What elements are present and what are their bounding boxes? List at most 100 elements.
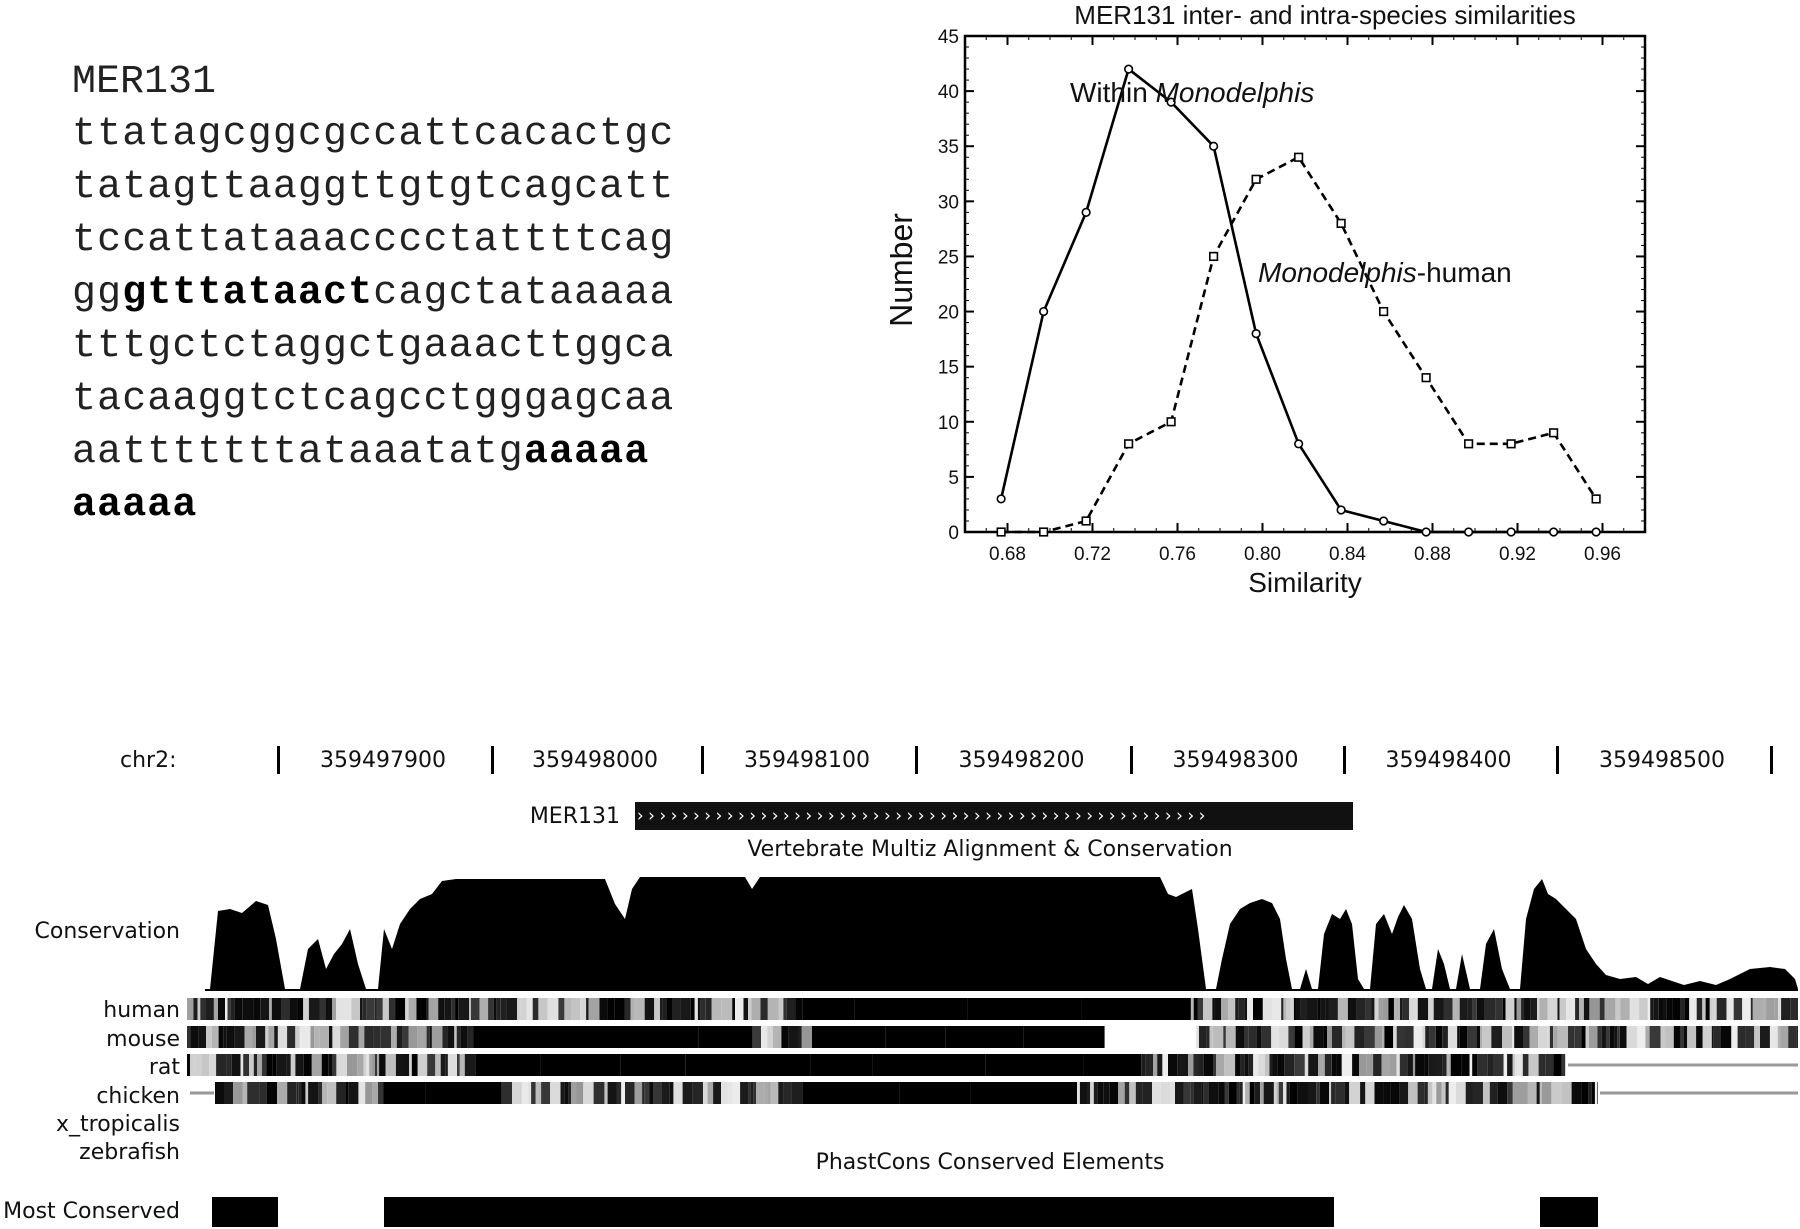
sequence-segment: tttgctctaggctgaaacttggca: [72, 324, 675, 369]
sequence-segment: tccattataaacccctattttcag: [72, 218, 675, 263]
ruler-tick: [1556, 746, 1559, 774]
species-label: mouse: [106, 1027, 180, 1052]
data-point: [1039, 306, 1049, 317]
data-point: [996, 527, 1006, 537]
data-point: [1506, 439, 1516, 449]
x-tick-label: 0.76: [1159, 544, 1196, 565]
sequence-line: gggtttataactcagctataaaaa: [72, 267, 712, 320]
data-point: [1464, 439, 1474, 449]
x-tick-label: 0.88: [1414, 544, 1451, 565]
series-line-0: [999, 66, 1597, 534]
data-point: [1421, 373, 1431, 383]
data-point: [1506, 527, 1516, 537]
sequence-line: tatagttaaggttgtgtcagcatt: [72, 161, 712, 214]
ruler-position-label: 359498300: [1172, 748, 1299, 773]
y-tick-label: 35: [938, 137, 959, 158]
chrom-label: chr2:: [120, 748, 177, 773]
species-alignment-tracks: [187, 998, 1798, 1104]
data-point: [1209, 141, 1219, 151]
conserved-element-block: [212, 1197, 278, 1227]
species-label: x_tropicalis: [55, 1112, 180, 1137]
ruler-position-label: 359498000: [532, 748, 658, 773]
series-label-part: -human: [1417, 257, 1512, 288]
species-alignment-row: [215, 1082, 1598, 1104]
data-point: [1251, 174, 1261, 184]
sequence-line: tacaaggtctcagcctgggagcaa: [72, 373, 712, 426]
y-tick-label: 15: [938, 358, 959, 379]
ruler-tick: [915, 746, 918, 774]
ruler-tick: [277, 746, 280, 774]
species-label: chicken: [96, 1084, 180, 1109]
sequence-bold-segment: gtttataact: [122, 271, 374, 316]
species-label: zebrafish: [79, 1140, 180, 1165]
multiz-track-title: Vertebrate Multiz Alignment & Conservati…: [747, 837, 1233, 862]
most-conserved-label: Most Conserved: [3, 1199, 180, 1224]
genome-browser-panel: chr2: 359497900 359498000 359498100 3594982…: [0, 730, 1800, 1229]
data-point: [1294, 439, 1304, 449]
y-tick-label: 45: [938, 27, 959, 48]
mer131-repeat-feature: ››››››››››››››››››››››››››››››››››››››››…: [635, 802, 1353, 830]
data-point: [1166, 417, 1176, 427]
y-tick-label: 20: [938, 303, 959, 324]
data-point: [1124, 64, 1134, 74]
y-tick-label: 40: [938, 82, 959, 103]
data-point: [996, 494, 1006, 504]
x-tick-label: 0.68: [989, 544, 1026, 565]
data-point: [1251, 329, 1261, 339]
y-tick-label: 10: [938, 413, 959, 434]
sequence-segment: cagctataaaaa: [373, 271, 675, 316]
data-point: [1336, 505, 1346, 515]
series-label-part: Within: [1070, 77, 1156, 108]
sequence-panel: MER131 ttatagcggcgccattcacactgc tatagttaa…: [72, 58, 712, 532]
data-point: [1379, 306, 1389, 317]
ruler-tick: [1343, 746, 1346, 774]
x-tick-label: 0.80: [1244, 544, 1281, 565]
sequence-line: aatttttttataaatatgaaaaa: [72, 426, 712, 479]
y-tick-label: 25: [938, 247, 959, 268]
x-tick-label: 0.84: [1329, 544, 1366, 565]
data-point: [1081, 207, 1091, 217]
data-point: [1379, 516, 1389, 526]
sequence-segment: gg: [72, 271, 123, 316]
data-point: [1421, 527, 1431, 537]
x-tick-label: 0.96: [1584, 544, 1621, 565]
y-tick-label: 30: [938, 192, 959, 213]
conservation-track: [205, 877, 1798, 991]
ruler-position-label: 359498500: [1599, 748, 1725, 773]
species-alignment-row: [187, 1026, 1798, 1048]
x-axis-label: Similarity: [1248, 567, 1362, 598]
conservation-track-label: Conservation: [34, 919, 180, 944]
sequence-bold-segment: aaaaa: [523, 430, 650, 475]
ruler-position-label: 359497900: [320, 748, 446, 773]
species-label: rat: [148, 1055, 180, 1080]
species-label: human: [103, 998, 180, 1023]
series-label-part: Monodelphis: [1258, 257, 1417, 288]
sequence-segment: aatttttttataaatatg: [72, 430, 524, 475]
data-point: [1166, 97, 1176, 107]
species-alignment-row: [187, 998, 1798, 1020]
conserved-element-block: [1540, 1197, 1598, 1227]
ruler-tick: [701, 746, 704, 774]
data-point: [1209, 251, 1219, 262]
y-tick-label: 0: [948, 523, 959, 544]
series-line-1: [1001, 155, 1598, 534]
sequence-segment: ttatagcggcgccattcacactgc: [72, 112, 675, 157]
sequence-lines: ttatagcggcgccattcacactgc tatagttaaggttgtg…: [72, 108, 712, 532]
ruler-tick: [1130, 746, 1133, 774]
sequence-line: tttgctctaggctgaaacttggca: [72, 320, 712, 373]
repeat-track-label: MER131: [529, 804, 620, 829]
ruler-tick: [1770, 746, 1773, 774]
data-point: [1124, 439, 1134, 449]
data-point: [1039, 527, 1049, 537]
species-alignment-row: [187, 1054, 1566, 1076]
sequence-line: tccattataaacccctattttcag: [72, 214, 712, 267]
similarity-chart-panel: 0 5 10 15 20 25 30 35 40 45 0.68 0.72 0.76 0.80 0.84 0.…: [890, 0, 1800, 700]
similarity-chart: 0 5 10 15 20 25 30 35 40 45 0.68 0.72 0.76 0.80 0.84 0.…: [890, 0, 1647, 598]
data-point: [1591, 494, 1601, 504]
data-point: [1549, 527, 1559, 537]
ruler-tick: [491, 746, 494, 774]
ruler-position-label: 359498200: [958, 748, 1085, 773]
sequence-bold-segment: aaaaa: [72, 483, 198, 528]
ruler-position-label: 359498100: [744, 748, 870, 773]
sequence-line: aaaaa: [72, 479, 712, 532]
